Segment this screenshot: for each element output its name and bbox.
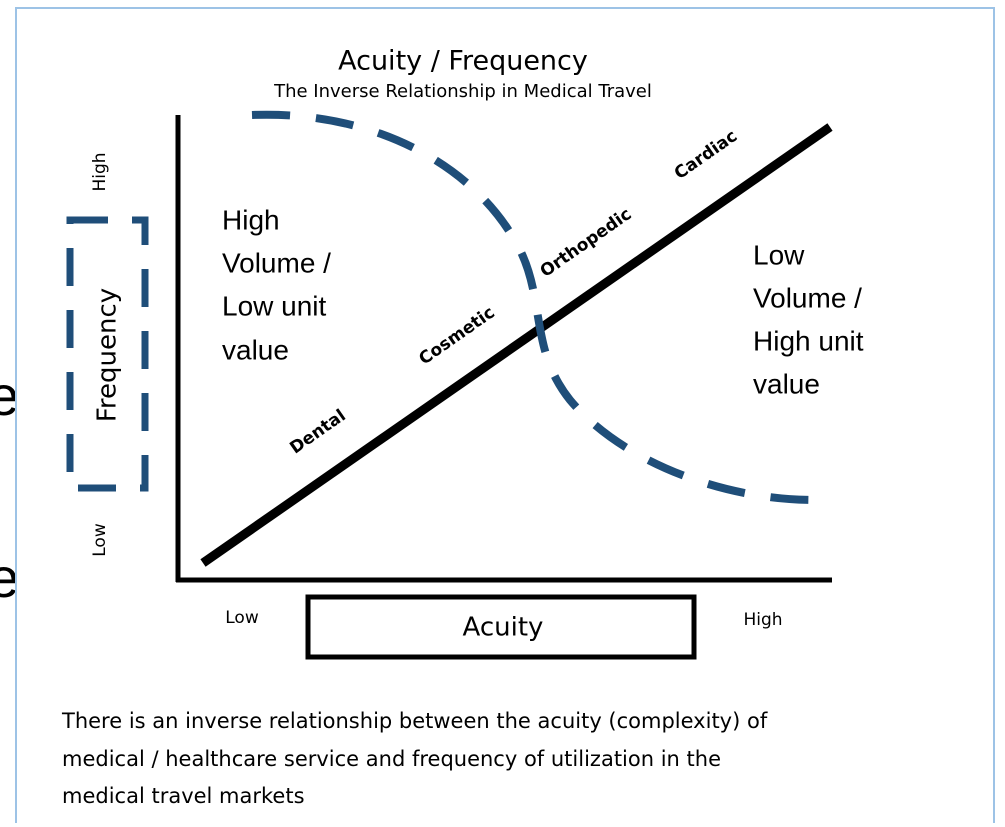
- y-axis-label: Frequency: [93, 288, 123, 422]
- x-high: High: [743, 610, 782, 630]
- caption-line: medical travel markets: [62, 784, 305, 808]
- region-left: High Volume / Low unit value: [222, 204, 331, 365]
- x-low: Low: [225, 608, 259, 628]
- region-text: Volume /: [753, 282, 862, 313]
- region-text: value: [222, 334, 289, 365]
- y-high: High: [90, 152, 110, 191]
- region-text: High: [222, 204, 280, 235]
- frame: [15, 7, 995, 827]
- region-text: High unit: [753, 325, 864, 356]
- y-low: Low: [90, 523, 110, 557]
- caption-line: medical / healthcare service and frequen…: [62, 747, 721, 771]
- x-axis-label: Acuity: [463, 613, 544, 643]
- subtitle: The Inverse Relationship in Medical Trav…: [273, 81, 652, 102]
- background-fragment: e: [0, 364, 19, 427]
- caption-line: There is an inverse relationship between…: [61, 709, 768, 733]
- trend-line: [200, 123, 833, 567]
- background-fragment: e: [0, 546, 19, 609]
- region-text: value: [753, 368, 820, 399]
- frequency-box: [66, 216, 149, 492]
- region-right: Low Volume / High unit value: [753, 239, 864, 399]
- region-text: Volume /: [222, 247, 331, 278]
- dashed-curve: [251, 110, 816, 504]
- acuity-box: [305, 594, 697, 660]
- title: Acuity / Frequency: [338, 46, 588, 77]
- region-text: Low unit: [222, 290, 327, 321]
- region-text: Low: [753, 239, 805, 270]
